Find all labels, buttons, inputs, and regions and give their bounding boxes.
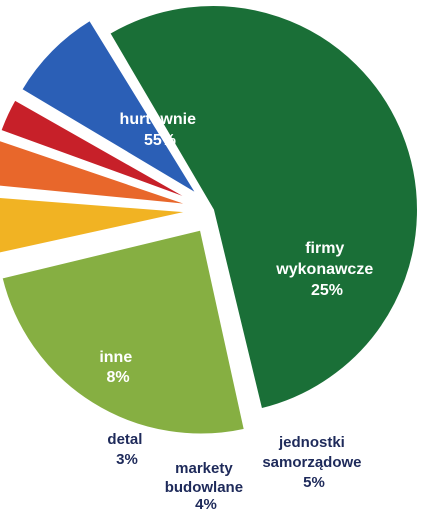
pie-slice-inne	[19, 18, 199, 196]
pie-slice-detal	[0, 98, 194, 202]
label-detal: detal 3%	[107, 431, 146, 468]
pie-slice-firmy-wykonawcze	[0, 228, 247, 436]
pie-slices	[0, 4, 419, 436]
pie-slice-jednostki-samorządowe	[0, 195, 191, 255]
label-inne: inne 8%	[99, 349, 136, 386]
pie-slice-markety-budowlane	[0, 139, 192, 207]
label-firmy-wykonawcze: firmy wykonawcze 25%	[275, 240, 377, 299]
label-hurtownie: hurtownie 55%	[120, 111, 201, 149]
pie-slice-hurtownie	[107, 4, 419, 411]
label-jednostki-samorzadowe: jednostki samorządowe 5%	[262, 434, 365, 491]
label-markety-budowlane: markety budowlane 4%	[165, 460, 248, 509]
